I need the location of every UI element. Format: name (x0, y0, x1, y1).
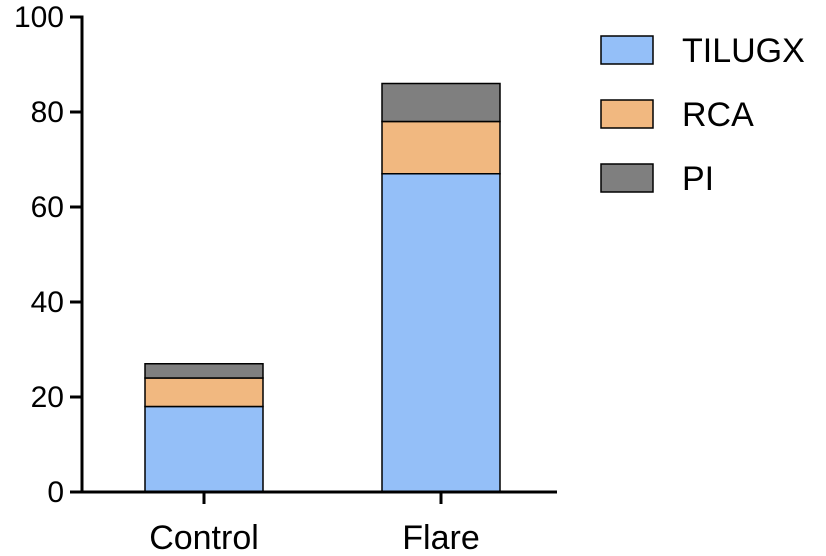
y-tick-label: 60 (31, 191, 64, 224)
legend-label-tilugx: TILUGX (682, 32, 805, 70)
x-category-label: Flare (402, 519, 479, 556)
y-tick-label: 20 (31, 381, 64, 414)
y-axis: 0 20 40 60 80 100 (14, 1, 84, 509)
y-tick-label: 80 (31, 96, 64, 129)
legend-label-rca: RCA (682, 96, 754, 134)
y-tick-label: 0 (47, 476, 64, 509)
bar-segment-tilugx-flare (381, 173, 501, 493)
bar-segment-pi-flare (381, 82, 501, 123)
y-tick-label: 40 (31, 286, 64, 319)
bar-segment-rca-flare (381, 120, 501, 175)
legend-swatch-pi (600, 163, 654, 193)
bar-segment-pi-control (144, 363, 264, 379)
legend-swatch-tilugx (600, 35, 654, 65)
legend-label-pi: PI (682, 160, 714, 198)
x-category-label: Control (149, 519, 259, 556)
bar-segment-rca-control (144, 377, 264, 408)
bar-segment-tilugx-control (144, 405, 264, 493)
legend: TILUGX RCA PI (600, 32, 805, 198)
legend-swatch-rca (600, 99, 654, 129)
bars (144, 82, 501, 493)
y-tick-label: 100 (14, 1, 64, 34)
x-axis: Control Flare (80, 490, 557, 556)
